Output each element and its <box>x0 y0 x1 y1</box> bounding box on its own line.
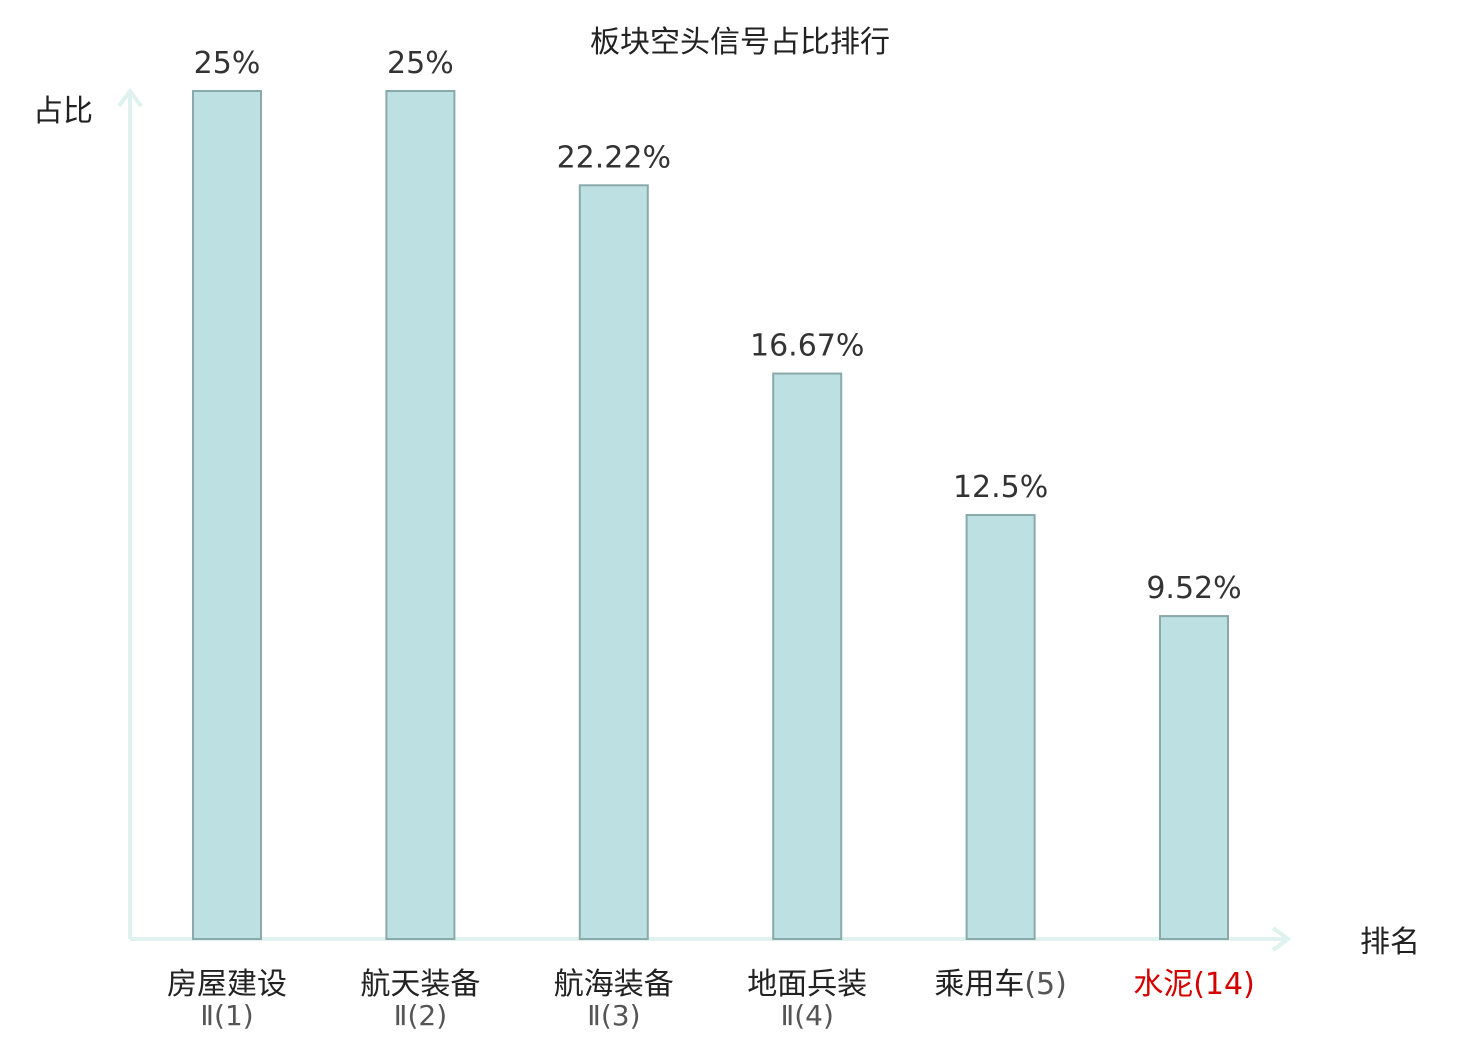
category-sub: Ⅱ(3) <box>587 999 640 1032</box>
axes <box>117 87 1292 952</box>
category-name: 航天装备 <box>360 967 480 1002</box>
value-label-4: 16.67% <box>750 329 864 364</box>
value-label-3: 22.22% <box>557 140 671 175</box>
category-sub: Ⅱ(4) <box>780 999 833 1032</box>
category-sub-text: Ⅱ <box>780 999 794 1032</box>
category-rank: (2) <box>407 999 447 1032</box>
category-name-text: 地面兵装 <box>747 967 867 1002</box>
bar-5 <box>965 514 1036 940</box>
value-label-group: 25% 25% 22.22% 16.67% 12.5% 9.52% <box>194 46 1242 606</box>
value-label-6: 9.52% <box>1146 571 1241 606</box>
bar-6 <box>1159 615 1229 940</box>
category-name-text: 航天装备 <box>360 967 480 1002</box>
category-name: 水泥(14) <box>1133 967 1255 1002</box>
category-rank: (3) <box>601 999 641 1032</box>
bar-4 <box>772 372 843 940</box>
bar-1 <box>192 90 262 940</box>
bar-series <box>192 90 1229 940</box>
y-axis-title: 占比 <box>33 94 93 129</box>
category-sub: Ⅱ(2) <box>394 999 447 1032</box>
value-label-1: 25% <box>194 46 261 81</box>
category-rank: (5) <box>1024 967 1067 1002</box>
category-sub-text: Ⅱ <box>587 999 601 1032</box>
category-label-6: 水泥(14) <box>1133 967 1255 1002</box>
category-name-text: 房屋建设 <box>167 967 287 1002</box>
category-name-text: 乘用车 <box>934 967 1024 1002</box>
category-sub-text: Ⅱ <box>200 999 214 1032</box>
category-sub-text: Ⅱ <box>394 999 408 1032</box>
category-name: 航海装备 <box>554 967 674 1002</box>
category-label-5: 乘用车(5) <box>934 967 1067 1002</box>
value-label-5: 12.5% <box>953 470 1048 505</box>
value-label-2: 25% <box>387 46 454 81</box>
category-rank: (4) <box>794 999 834 1032</box>
category-name: 地面兵装 <box>747 967 867 1002</box>
category-name-text: 水泥 <box>1133 967 1193 1002</box>
category-rank: (14) <box>1193 967 1255 1002</box>
category-name: 房屋建设 <box>167 967 287 1002</box>
category-sub: Ⅱ(1) <box>200 999 253 1032</box>
bar-2 <box>385 90 456 940</box>
category-name-text: 航海装备 <box>554 967 674 1002</box>
x-axis-title: 排名 <box>1360 925 1420 960</box>
chart-title: 板块空头信号占比排行 <box>590 25 890 60</box>
y-axis-arrow-icon <box>117 87 143 108</box>
category-name: 乘用车(5) <box>934 967 1067 1002</box>
bar-3 <box>578 184 649 940</box>
category-rank: (1) <box>214 999 254 1032</box>
x-axis-arrow-icon <box>1271 926 1292 952</box>
